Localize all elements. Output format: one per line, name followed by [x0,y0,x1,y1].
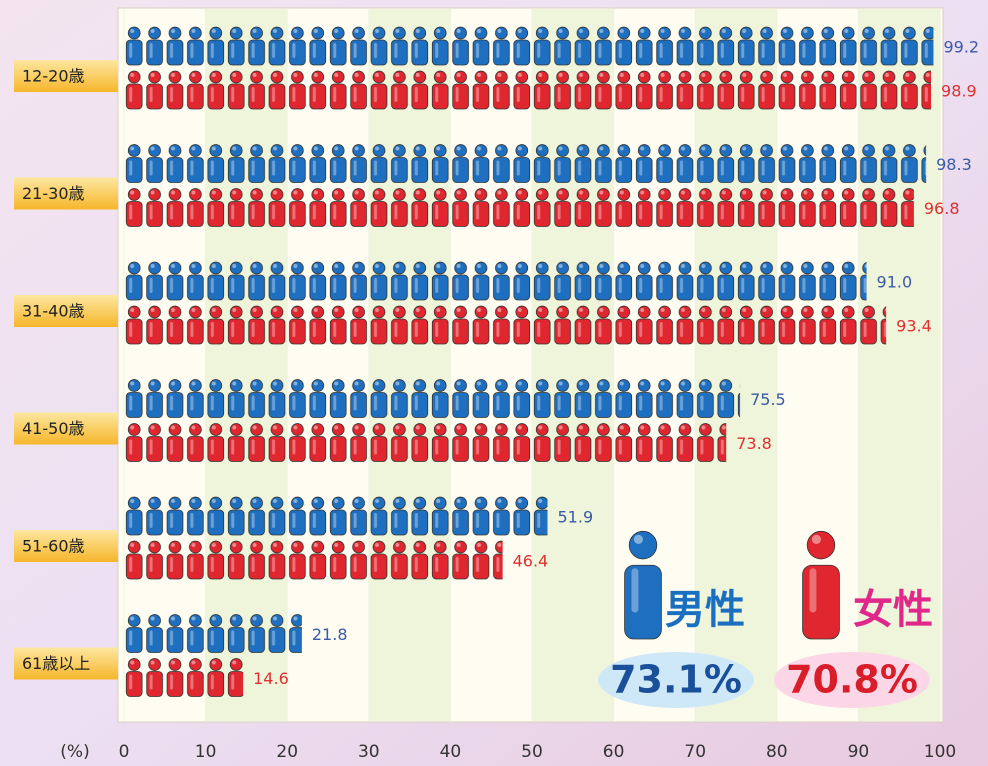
grid-band [532,9,614,721]
value-label: 46.4 [513,552,549,571]
category-label: 61歳以上 [22,654,90,673]
grid-band [858,9,940,721]
category-box [14,177,118,210]
category-label: 12-20歳 [22,67,85,86]
x-tick-label: 10 [195,742,217,762]
x-tick-label: 20 [276,742,298,762]
x-tick-label: 90 [848,742,870,762]
bar [124,143,927,184]
legend-total: 70.8% [786,658,918,702]
total-badge [598,652,754,708]
category-label: 41-50歳 [22,419,85,438]
bar [124,378,741,419]
bar [124,70,932,110]
bar [124,613,302,654]
bar [124,496,548,536]
bar [124,305,887,345]
value-label: 51.9 [558,508,594,527]
legend-label: 女性 [853,587,933,633]
value-label: 93.4 [896,317,932,336]
category-label: 21-30歳 [22,184,85,203]
bar [124,657,244,698]
legend-icon [624,530,662,640]
bar [124,261,867,301]
x-tick-label: 30 [358,742,380,762]
x-tick-label: 60 [603,742,625,762]
x-tick-label: 50 [521,742,543,762]
bar [124,540,503,580]
value-label: 96.8 [924,199,960,218]
x-tick-label: 100 [924,742,956,762]
category-box [14,60,118,92]
value-label: 14.6 [253,669,289,688]
legend-total: 73.1% [610,658,742,702]
category-box [14,647,118,680]
x-tick-label: 80 [766,742,788,762]
value-label: 99.2 [943,38,979,57]
category-label: 31-40歳 [22,302,85,321]
grid-band [368,9,451,721]
value-label: 73.8 [736,434,772,453]
category-label: 51-60歳 [22,537,85,556]
value-label: 21.8 [312,625,348,644]
x-tick-label: 70 [684,742,706,762]
bar [124,422,727,463]
x-tick-label: 0 [119,742,130,762]
category-box [14,295,118,327]
x-axis-label: (%) [60,742,89,762]
total-badge [774,652,930,708]
value-label: 98.3 [936,155,972,174]
legend-icon [802,530,840,640]
legend-label: 男性 [665,587,745,633]
value-label: 75.5 [750,390,786,409]
value-label: 91.0 [877,273,913,292]
grid-band [205,9,288,721]
bar [124,26,934,66]
category-box [14,530,118,562]
value-label: 98.9 [941,82,977,101]
category-box [14,412,118,445]
bar [124,187,914,228]
x-tick-label: 40 [440,742,462,762]
grid-band [695,9,777,721]
